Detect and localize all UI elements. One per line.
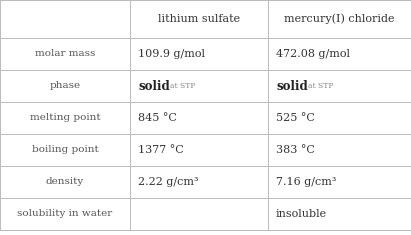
Text: 7.16 g/cm³: 7.16 g/cm³ xyxy=(276,177,336,187)
Text: melting point: melting point xyxy=(30,114,100,122)
Text: at STP: at STP xyxy=(170,82,196,90)
Text: molar mass: molar mass xyxy=(35,50,95,59)
Text: phase: phase xyxy=(49,82,81,90)
Text: 525 °C: 525 °C xyxy=(276,113,315,123)
Text: lithium sulfate: lithium sulfate xyxy=(158,14,240,24)
Text: density: density xyxy=(46,177,84,187)
Text: 109.9 g/mol: 109.9 g/mol xyxy=(138,49,205,59)
Text: solid: solid xyxy=(276,79,308,93)
Text: 845 °C: 845 °C xyxy=(138,113,177,123)
Text: at STP: at STP xyxy=(308,82,333,90)
Text: 1377 °C: 1377 °C xyxy=(138,145,184,155)
Text: 472.08 g/mol: 472.08 g/mol xyxy=(276,49,350,59)
Text: 2.22 g/cm³: 2.22 g/cm³ xyxy=(138,177,199,187)
Text: 383 °C: 383 °C xyxy=(276,145,315,155)
Text: insoluble: insoluble xyxy=(276,209,327,219)
Text: solubility in water: solubility in water xyxy=(17,209,113,219)
Text: boiling point: boiling point xyxy=(32,145,98,154)
Text: mercury(I) chloride: mercury(I) chloride xyxy=(284,14,395,24)
Text: solid: solid xyxy=(138,79,170,93)
